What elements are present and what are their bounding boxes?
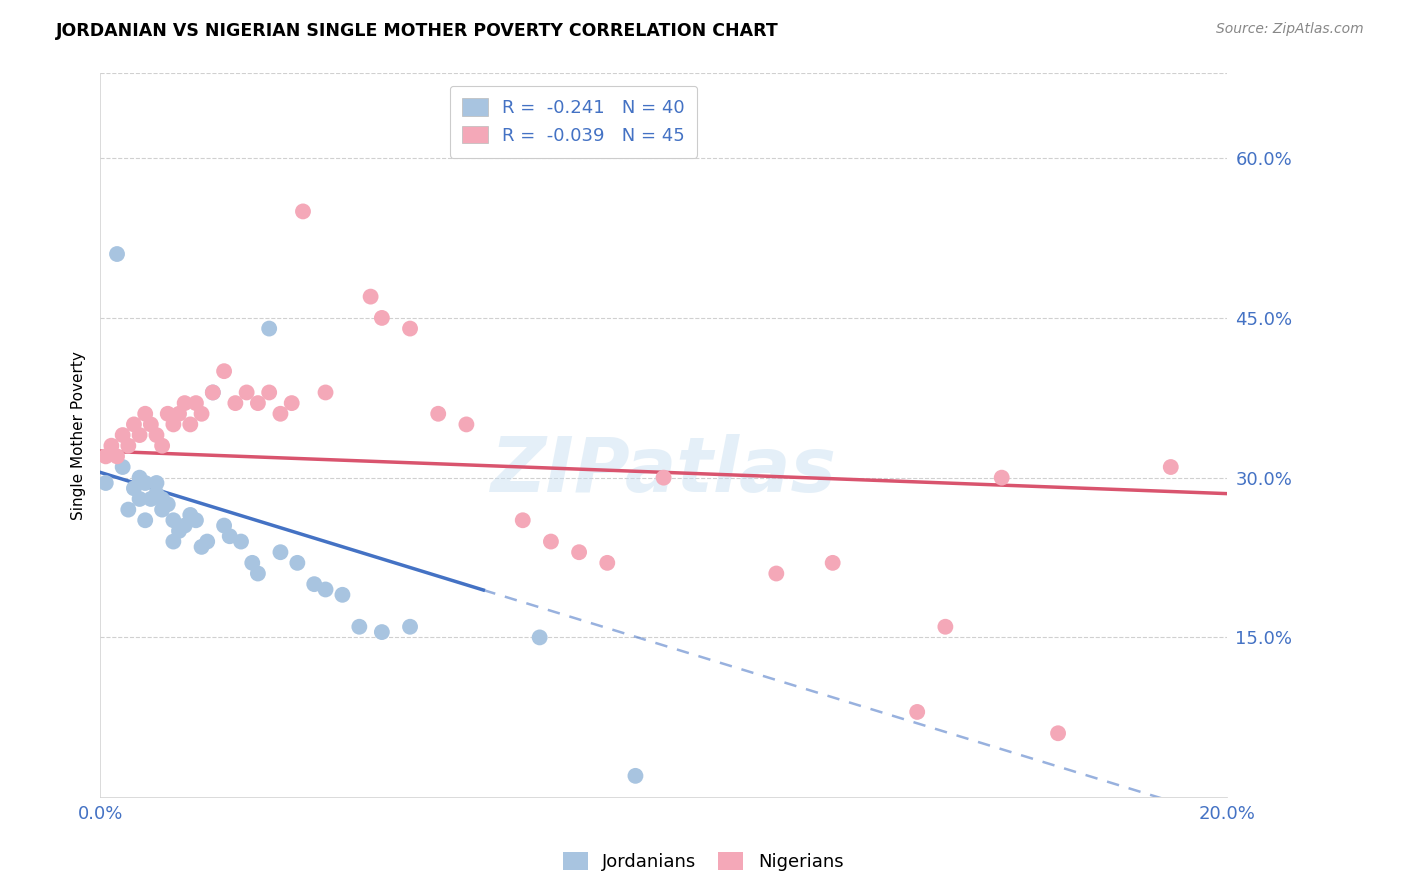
- Point: [821, 556, 844, 570]
- Point: [195, 534, 218, 549]
- Point: [371, 310, 394, 325]
- Point: [257, 321, 280, 335]
- Point: [167, 524, 190, 538]
- Point: [360, 290, 382, 304]
- Point: [111, 428, 134, 442]
- Point: [128, 491, 150, 506]
- Point: [332, 588, 354, 602]
- Point: [512, 513, 534, 527]
- Point: [257, 385, 280, 400]
- Point: [139, 417, 162, 432]
- Point: [94, 450, 117, 464]
- Legend: Jordanians, Nigerians: Jordanians, Nigerians: [555, 846, 851, 879]
- Point: [624, 769, 647, 783]
- Point: [240, 556, 263, 570]
- Point: [134, 513, 156, 527]
- Point: [315, 385, 337, 400]
- Point: [427, 407, 450, 421]
- Point: [568, 545, 591, 559]
- Point: [128, 428, 150, 442]
- Point: [173, 518, 195, 533]
- Point: [371, 625, 394, 640]
- Point: [134, 475, 156, 490]
- Point: [162, 534, 184, 549]
- Point: [184, 513, 207, 527]
- Point: [190, 407, 212, 421]
- Point: [765, 566, 787, 581]
- Text: JORDANIAN VS NIGERIAN SINGLE MOTHER POVERTY CORRELATION CHART: JORDANIAN VS NIGERIAN SINGLE MOTHER POVE…: [56, 22, 779, 40]
- Point: [212, 518, 235, 533]
- Point: [229, 534, 252, 549]
- Point: [224, 396, 246, 410]
- Point: [145, 486, 167, 500]
- Point: [596, 556, 619, 570]
- Point: [1047, 726, 1070, 740]
- Point: [105, 450, 128, 464]
- Y-axis label: Single Mother Poverty: Single Mother Poverty: [72, 351, 86, 519]
- Point: [162, 513, 184, 527]
- Text: Source: ZipAtlas.com: Source: ZipAtlas.com: [1216, 22, 1364, 37]
- Point: [173, 396, 195, 410]
- Point: [117, 502, 139, 516]
- Point: [540, 534, 562, 549]
- Point: [156, 407, 179, 421]
- Point: [167, 407, 190, 421]
- Legend: R =  -0.241   N = 40, R =  -0.039   N = 45: R = -0.241 N = 40, R = -0.039 N = 45: [450, 86, 697, 158]
- Point: [122, 417, 145, 432]
- Point: [291, 204, 314, 219]
- Point: [100, 439, 122, 453]
- Text: ZIPatlas: ZIPatlas: [491, 434, 837, 508]
- Point: [456, 417, 478, 432]
- Point: [315, 582, 337, 597]
- Point: [399, 321, 422, 335]
- Point: [94, 475, 117, 490]
- Point: [128, 470, 150, 484]
- Point: [179, 417, 201, 432]
- Point: [201, 385, 224, 400]
- Point: [139, 491, 162, 506]
- Point: [280, 396, 302, 410]
- Point: [934, 620, 956, 634]
- Point: [150, 491, 173, 506]
- Point: [145, 475, 167, 490]
- Point: [349, 620, 371, 634]
- Point: [184, 396, 207, 410]
- Point: [269, 545, 291, 559]
- Point: [269, 407, 291, 421]
- Point: [399, 620, 422, 634]
- Point: [218, 529, 240, 543]
- Point: [246, 396, 269, 410]
- Point: [105, 247, 128, 261]
- Point: [285, 556, 308, 570]
- Point: [156, 497, 179, 511]
- Point: [652, 470, 675, 484]
- Point: [990, 470, 1012, 484]
- Point: [179, 508, 201, 522]
- Point: [162, 417, 184, 432]
- Point: [150, 439, 173, 453]
- Point: [122, 481, 145, 495]
- Point: [111, 460, 134, 475]
- Point: [201, 385, 224, 400]
- Point: [134, 407, 156, 421]
- Point: [529, 631, 551, 645]
- Point: [905, 705, 928, 719]
- Point: [150, 502, 173, 516]
- Point: [117, 439, 139, 453]
- Point: [235, 385, 257, 400]
- Point: [145, 428, 167, 442]
- Point: [246, 566, 269, 581]
- Point: [1160, 460, 1182, 475]
- Point: [190, 540, 212, 554]
- Point: [212, 364, 235, 378]
- Point: [304, 577, 326, 591]
